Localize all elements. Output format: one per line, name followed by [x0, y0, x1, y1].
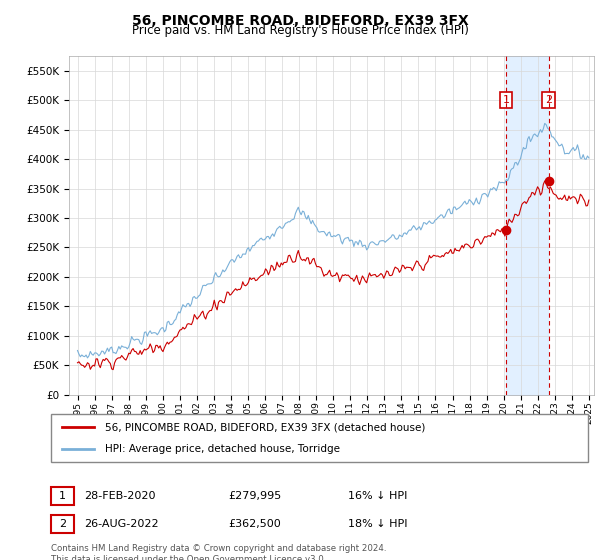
FancyBboxPatch shape — [51, 414, 588, 462]
Text: £279,995: £279,995 — [228, 491, 281, 501]
Text: 2: 2 — [545, 95, 553, 105]
Text: 2: 2 — [59, 519, 66, 529]
Text: 16% ↓ HPI: 16% ↓ HPI — [348, 491, 407, 501]
Text: 18% ↓ HPI: 18% ↓ HPI — [348, 519, 407, 529]
Text: 1: 1 — [503, 95, 510, 105]
Text: HPI: Average price, detached house, Torridge: HPI: Average price, detached house, Torr… — [105, 444, 340, 454]
Text: 26-AUG-2022: 26-AUG-2022 — [84, 519, 158, 529]
Text: 28-FEB-2020: 28-FEB-2020 — [84, 491, 155, 501]
FancyBboxPatch shape — [51, 487, 74, 505]
Text: 56, PINCOMBE ROAD, BIDEFORD, EX39 3FX: 56, PINCOMBE ROAD, BIDEFORD, EX39 3FX — [131, 14, 469, 28]
FancyBboxPatch shape — [51, 515, 74, 533]
Text: 1: 1 — [59, 491, 66, 501]
Text: Contains HM Land Registry data © Crown copyright and database right 2024.
This d: Contains HM Land Registry data © Crown c… — [51, 544, 386, 560]
Text: 56, PINCOMBE ROAD, BIDEFORD, EX39 3FX (detached house): 56, PINCOMBE ROAD, BIDEFORD, EX39 3FX (d… — [105, 422, 425, 432]
Text: £362,500: £362,500 — [228, 519, 281, 529]
Text: Price paid vs. HM Land Registry's House Price Index (HPI): Price paid vs. HM Land Registry's House … — [131, 24, 469, 37]
